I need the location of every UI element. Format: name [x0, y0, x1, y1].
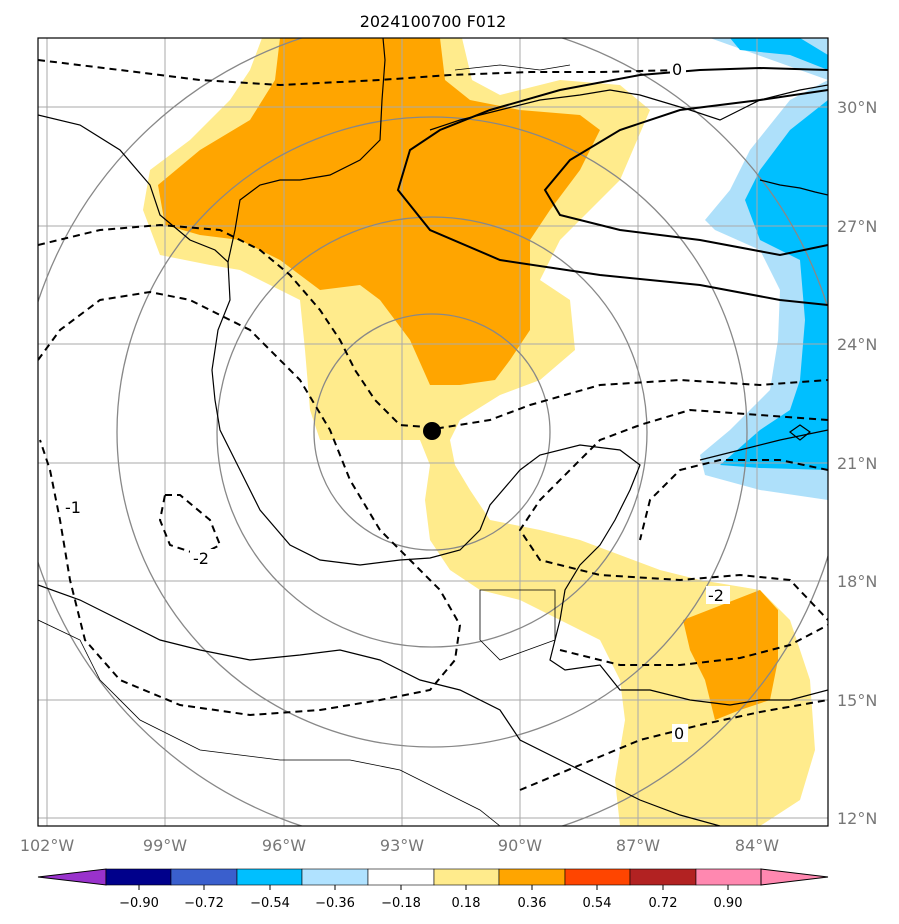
colorbar-segment — [170, 868, 238, 886]
positive-shading-light-south — [425, 465, 815, 826]
latitude-labels: 30°N 27°N 24°N 21°N 18°N 15°N 12°N — [837, 98, 877, 828]
colorbar-extend-right — [760, 868, 829, 886]
lat-label: 21°N — [837, 454, 877, 473]
lat-label: 27°N — [837, 217, 877, 236]
map-area: 0 -1 -2 -2 0 — [38, 38, 828, 826]
contour-label-0-north: 0 — [672, 60, 682, 79]
colorbar-tick-label: 0.90 — [714, 896, 743, 911]
positive-shading-strong-south — [683, 590, 778, 720]
colorbar-tick-label: 0.18 — [452, 896, 481, 911]
negative-shading-dark — [720, 38, 828, 470]
colorbar-segment — [367, 868, 435, 886]
contour-label-0-south: 0 — [674, 724, 684, 743]
colorbar-segment — [564, 868, 631, 886]
positive-shading-strong-north — [158, 38, 600, 385]
colorbar-segment — [498, 868, 566, 886]
colorbar-segment — [105, 868, 172, 886]
colorbar-segment — [433, 868, 500, 886]
lat-label: 15°N — [837, 691, 877, 710]
colorbar-extend-left — [37, 868, 107, 886]
colorbar-segment — [301, 868, 369, 886]
lat-label: 30°N — [837, 98, 877, 117]
colorbar-tick-label: 0.72 — [649, 896, 678, 911]
colorbar: −0.90 −0.72 −0.54 −0.36 −0.18 0.18 0.36 … — [37, 868, 829, 911]
lon-label: 96°W — [262, 836, 306, 855]
colorbar-tick-label: −0.36 — [315, 896, 355, 911]
contour-label-neg2-west: -2 — [193, 549, 209, 568]
colorbar-tick-label: 0.54 — [583, 896, 612, 911]
lon-label: 87°W — [616, 836, 660, 855]
lon-label: 93°W — [380, 836, 424, 855]
colorbar-ticks: −0.90 −0.72 −0.54 −0.36 −0.18 0.18 0.36 … — [119, 885, 742, 911]
colorbar-segment — [236, 868, 303, 886]
coastlines — [38, 38, 828, 826]
lat-label: 12°N — [837, 809, 877, 828]
lat-label: 24°N — [837, 335, 877, 354]
colorbar-segment — [695, 868, 762, 886]
contour-label-neg2-east: -2 — [708, 586, 724, 605]
lon-label: 99°W — [143, 836, 187, 855]
lon-label: 90°W — [498, 836, 542, 855]
map-title: 2024100700 F012 — [360, 12, 507, 31]
lon-label: 84°W — [735, 836, 779, 855]
borders — [38, 64, 571, 826]
storm-center-marker — [423, 422, 441, 440]
lat-label: 18°N — [837, 572, 877, 591]
dashed-contours — [38, 59, 828, 791]
colorbar-tick-label: −0.54 — [250, 896, 290, 911]
contour-labels: 0 -1 -2 -2 0 — [62, 60, 730, 743]
contour-label-neg1: -1 — [65, 498, 81, 517]
map-frame — [37, 37, 829, 827]
range-rings — [38, 38, 828, 826]
colorbar-segment — [629, 868, 697, 886]
colorbar-tick-label: −0.90 — [119, 896, 159, 911]
colorbar-tick-label: −0.72 — [184, 896, 224, 911]
longitude-labels: 102°W 99°W 96°W 93°W 90°W 87°W 84°W — [20, 836, 779, 855]
colorbar-tick-label: −0.18 — [381, 896, 421, 911]
colorbar-tick-label: 0.36 — [518, 896, 547, 911]
lon-label: 102°W — [20, 836, 75, 855]
